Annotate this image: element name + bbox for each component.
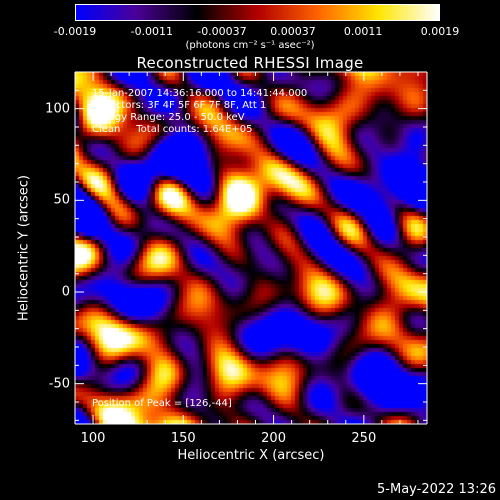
y-axis-label: Heliocentric Y (arcsec) <box>16 175 32 321</box>
colorbar-tick-label: 0.0011 <box>343 25 383 38</box>
annotation-clean: Clean Total counts: 1.64E+05 <box>92 124 253 135</box>
y-tick-label: 0 <box>61 284 70 300</box>
y-tick-label: -50 <box>48 376 70 392</box>
colorbar-units: (photons cm⁻² s⁻¹ asec⁻²) <box>185 40 315 51</box>
x-tick-label: 250 <box>351 431 377 446</box>
annotation-energy: Energy Range: 25.0 - 50.0 keV <box>92 112 245 123</box>
x-tick-label: 200 <box>261 431 286 446</box>
colorbar-tick-label: 0.00037 <box>270 25 316 38</box>
x-tick-label: 100 <box>80 431 106 446</box>
x-tick-label: 150 <box>170 431 196 446</box>
annotation-time: 15-Jan-2007 14:36:16.000 to 14:41:44.000 <box>92 88 308 99</box>
colorbar <box>75 4 440 21</box>
x-axis-label: Heliocentric X (arcsec) <box>177 448 325 463</box>
y-tick-label: 100 <box>45 101 70 117</box>
colorbar-tick-label: 0.0019 <box>420 25 460 38</box>
annotation-detectors: Detectors: 3F 4F 5F 6F 7F 8F, Att 1 <box>92 100 267 111</box>
colorbar-tick-label: -0.00037 <box>197 25 247 38</box>
colorbar-tick-label: -0.0011 <box>130 25 174 38</box>
annotation-peak: Position of Peak = [126,-44] <box>92 398 232 409</box>
y-tick-label: 50 <box>53 192 70 208</box>
y-tick-labels: 100 50 0 -50 <box>0 0 70 500</box>
chart-title: Reconstructed RHESSI Image <box>136 54 364 72</box>
heatmap-canvas <box>75 72 427 424</box>
colorbar-tick-label: -0.0019 <box>53 25 97 38</box>
footer-date: 5-May-2022 13:26 <box>377 482 496 497</box>
